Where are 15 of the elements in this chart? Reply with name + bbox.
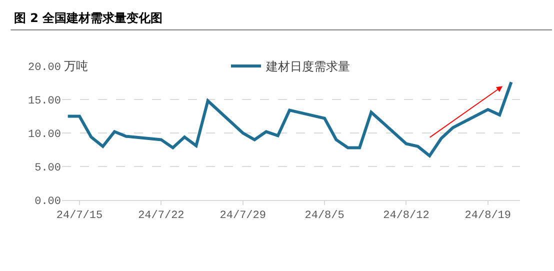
x-tick-label: 24/7/22 xyxy=(138,210,184,222)
chart-title: 图 2 全国建材需求量变化图 xyxy=(14,11,163,25)
x-tick-label: 24/8/5 xyxy=(304,210,344,222)
x-tick-label: 24/7/15 xyxy=(56,210,103,222)
y-tick-label: 15.00 xyxy=(28,95,61,108)
y-tick-label: 10.00 xyxy=(28,128,61,141)
legend-label: 建材日度需求量 xyxy=(265,60,350,74)
y-axis-title: 万吨 xyxy=(64,59,88,73)
line-series xyxy=(66,80,513,158)
x-tick-label: 24/8/19 xyxy=(464,210,512,222)
y-tick-label: 20.00 xyxy=(28,62,61,74)
y-tick-label: 0.00 xyxy=(34,196,61,208)
x-tick-label: 24/7/29 xyxy=(220,210,266,222)
x-tick-label: 24/8/12 xyxy=(383,210,430,222)
y-tick-label: 5.00 xyxy=(34,162,61,174)
